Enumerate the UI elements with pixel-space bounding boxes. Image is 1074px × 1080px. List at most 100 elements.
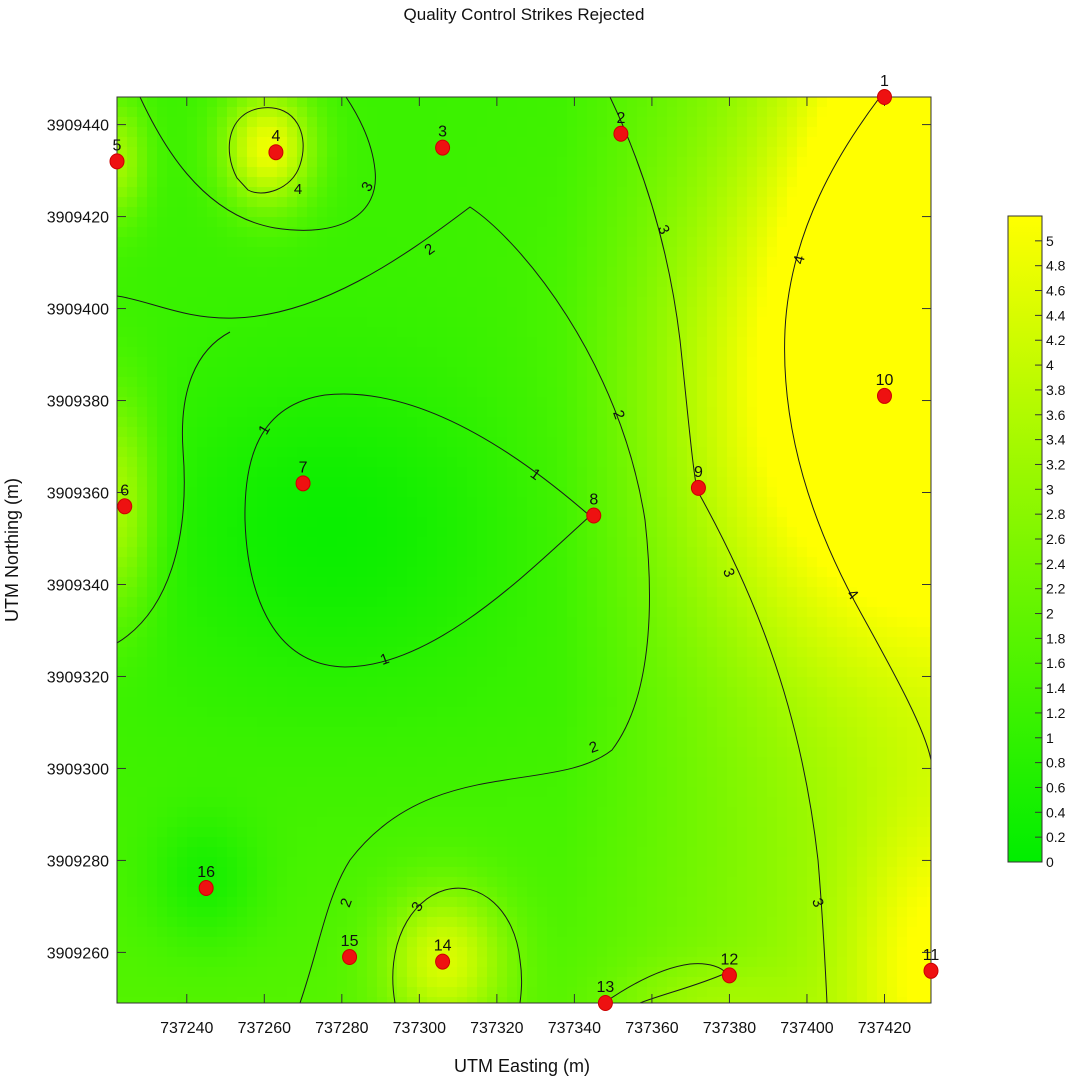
y-tick-label: 3909300	[47, 761, 109, 778]
x-tick-label: 737260	[238, 1020, 291, 1037]
colorbar-tick-label: 4	[1046, 357, 1054, 373]
station-point	[597, 995, 613, 1011]
station-point-label: 10	[876, 372, 894, 389]
y-tick-label: 3909440	[47, 118, 109, 135]
y-tick-label: 3909380	[47, 394, 109, 411]
station-point	[721, 967, 737, 984]
contour-fill	[117, 97, 931, 1003]
station-point-label: 6	[120, 482, 129, 499]
station-point	[198, 880, 214, 897]
station-point-label: 3	[438, 124, 447, 141]
colorbar-tick-label: 0.4	[1046, 804, 1066, 820]
contour-line-4-topleft	[228, 107, 304, 194]
station-point-label: 12	[721, 951, 739, 968]
x-tick-label: 737400	[780, 1020, 833, 1037]
station-point-label: 5	[113, 137, 122, 154]
station-point	[295, 475, 311, 492]
y-tick-label: 3909340	[47, 577, 109, 594]
station-point-label: 2	[616, 110, 625, 127]
colorbar-tick-label: 0	[1046, 854, 1054, 870]
station-point	[613, 125, 629, 142]
colorbar-tick-label: 1.8	[1046, 630, 1066, 646]
contour-value-label: 4	[294, 181, 302, 198]
station-point-label: 1	[880, 73, 889, 90]
chart-title: Quality Control Strikes Rejected	[404, 5, 645, 24]
y-tick-label: 3909400	[47, 302, 109, 319]
station-point	[109, 153, 125, 170]
contour-line-3-topleft	[139, 97, 376, 231]
station-point-label: 9	[694, 464, 703, 481]
x-tick-label: 737300	[393, 1020, 446, 1037]
x-axis-label: UTM Easting (m)	[454, 1056, 590, 1076]
colorbar-tick-label: 0.2	[1046, 829, 1066, 845]
y-tick-label: 3909260	[47, 945, 109, 962]
plot-frame	[116, 96, 932, 1004]
colorbar-tick-label: 1	[1046, 730, 1054, 746]
x-tick-label: 737380	[703, 1020, 756, 1037]
station-point-label: 11	[923, 947, 940, 964]
colorbar-tick-label: 4.4	[1046, 307, 1066, 323]
contour-line-4-right	[784, 97, 931, 761]
station-point	[342, 949, 358, 966]
colorbar-tick-label: 2.4	[1046, 556, 1066, 572]
x-tick-label: 737320	[470, 1020, 523, 1037]
colorbar-tick-label: 2.2	[1046, 581, 1066, 597]
colorbar-tick-label: 4.6	[1046, 283, 1066, 299]
x-tick-label: 737420	[858, 1020, 911, 1037]
station-point	[876, 89, 892, 105]
x-tick-label: 737340	[548, 1020, 601, 1037]
station-point-label: 16	[197, 864, 215, 881]
y-tick-label: 3909420	[47, 210, 109, 227]
axis-ticks: 737240 737260 737280 737300 737320 737340 7373…	[47, 97, 931, 1037]
station-point	[117, 498, 133, 515]
station-point	[268, 144, 284, 161]
station-point	[435, 953, 451, 970]
station-point	[586, 507, 602, 524]
colorbar: 0 0.2 0.4 0.6 0.8 1 1.2 1.4 1.6 1.8 2 2.2 2.4 2.6 2.8 3…	[1007, 215, 1066, 870]
colorbar-tick-label: 4.8	[1046, 258, 1066, 274]
station-point	[876, 387, 892, 404]
station-point-label: 13	[597, 979, 615, 996]
colorbar-tick-label: 2.8	[1046, 506, 1066, 522]
colorbar-tick-label: 4.2	[1046, 332, 1066, 348]
station-point	[435, 139, 451, 156]
contour-line-3-right	[609, 97, 828, 1003]
y-tick-label: 3909280	[47, 853, 109, 870]
colorbar-tick-label: 3.8	[1046, 382, 1066, 398]
station-point-label: 8	[589, 492, 598, 509]
colorbar-tick-label: 5	[1046, 233, 1054, 249]
contour-line-2-topleft	[117, 206, 650, 1003]
x-tick-label: 737280	[315, 1020, 368, 1037]
station-point-label: 14	[434, 938, 452, 955]
colorbar-tick-label: 3	[1046, 481, 1054, 497]
station-point-label: 7	[299, 459, 308, 476]
colorbar-tick-label: 2.6	[1046, 531, 1066, 547]
colorbar-tick-label: 1.4	[1046, 680, 1066, 696]
colorbar-tick-label: 0.8	[1046, 755, 1066, 771]
contour-line-3-bottomright	[603, 963, 727, 1003]
station-point-label: 4	[271, 128, 280, 145]
colorbar-tick-label: 3.2	[1046, 456, 1066, 472]
contour-line-1-center	[244, 393, 591, 668]
station-point	[690, 479, 706, 496]
colorbar-tick-label: 3.6	[1046, 407, 1066, 423]
y-tick-label: 3909360	[47, 486, 109, 503]
y-tick-label: 3909320	[47, 669, 109, 686]
contour-lines	[117, 97, 931, 1003]
colorbar-tick-label: 0.6	[1046, 779, 1066, 795]
x-tick-label: 737240	[160, 1020, 213, 1037]
colorbar-tick-label: 1.2	[1046, 705, 1066, 721]
colorbar-ticks: 0 0.2 0.4 0.6 0.8 1 1.2 1.4 1.6 1.8 2 2.2 2.4 2.6 2.8 3…	[1035, 233, 1066, 870]
colorbar-tick-label: 3.4	[1046, 432, 1066, 448]
contour-line-3-bottom	[392, 887, 523, 1003]
colorbar-tick-label: 1.6	[1046, 655, 1066, 671]
colorbar-tick-label: 2	[1046, 606, 1054, 622]
x-tick-label: 737360	[625, 1020, 678, 1037]
y-axis-label: UTM Northing (m)	[2, 478, 22, 622]
contour-line-1-left	[117, 331, 231, 644]
station-point	[923, 962, 939, 979]
station-point-label: 15	[341, 933, 359, 950]
